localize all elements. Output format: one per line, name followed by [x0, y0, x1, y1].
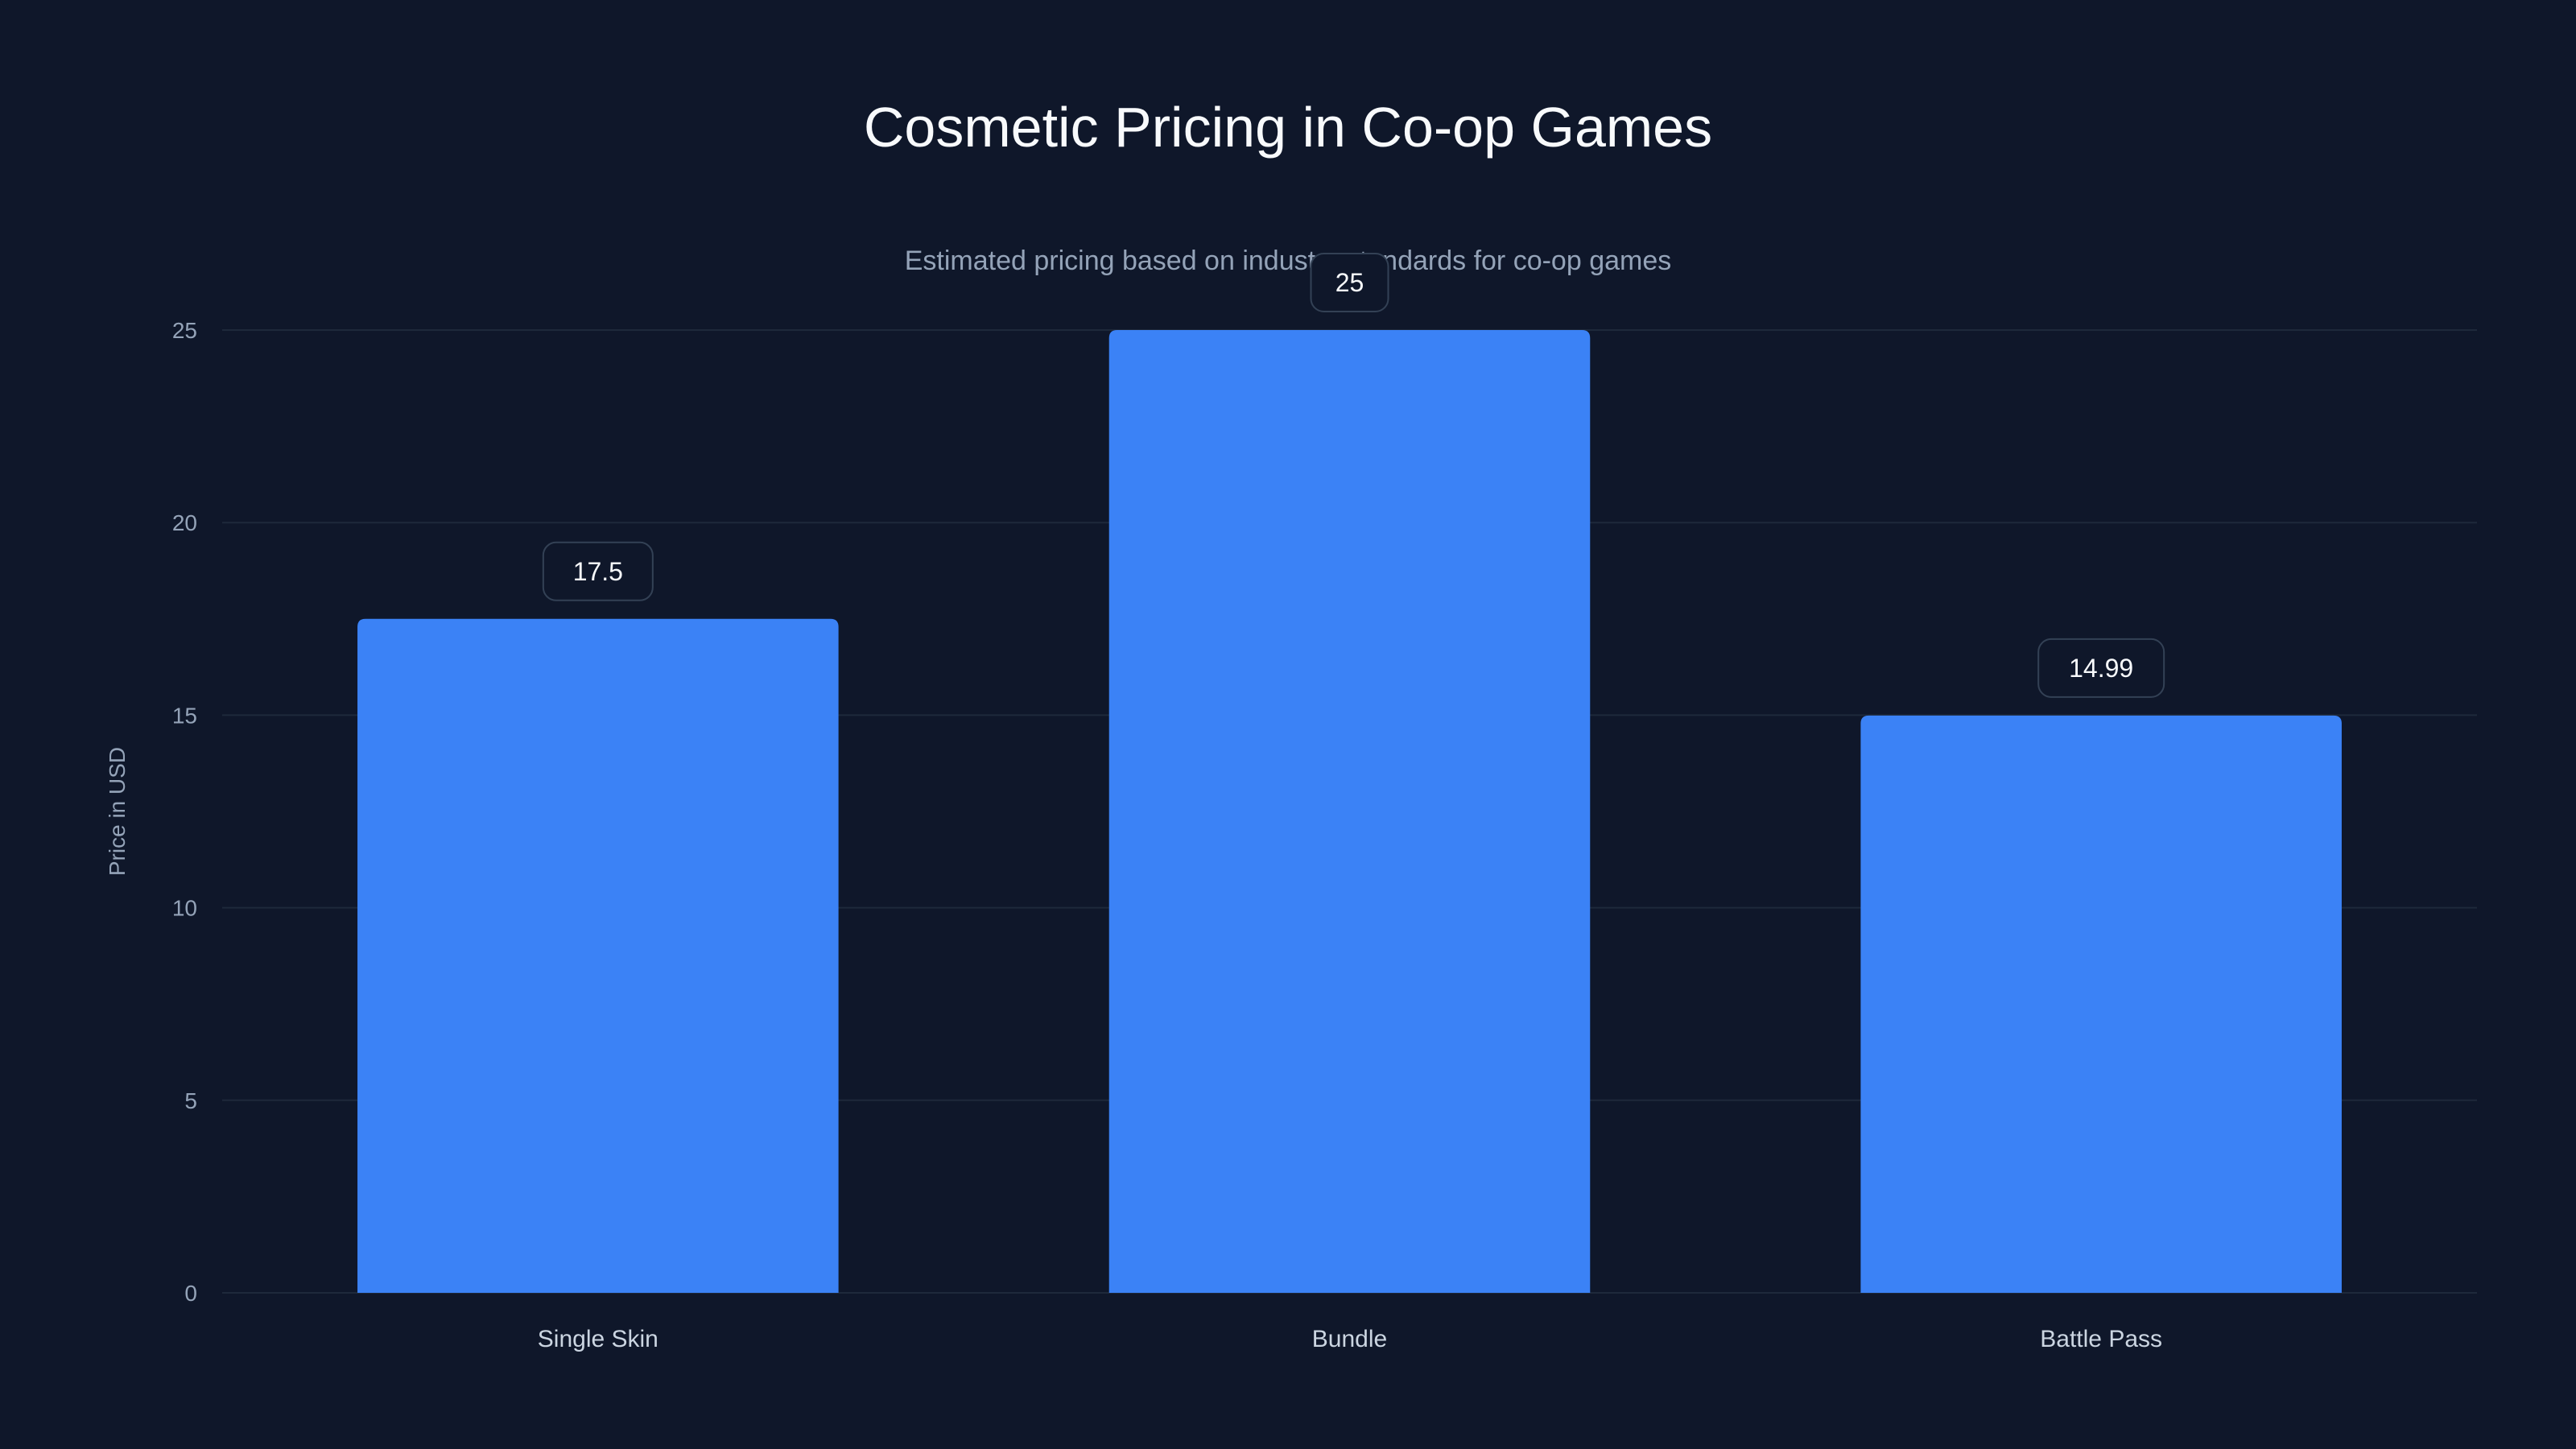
data-label-box [1310, 253, 1389, 312]
data-label: 17.5 [573, 557, 623, 586]
chart-subtitle: Estimated pricing based on industry stan… [904, 246, 1672, 276]
data-label-box [542, 541, 654, 601]
x-tick-label: Single Skin [538, 1326, 658, 1352]
y-tick-label: 10 [172, 896, 197, 921]
data-label: 25 [1335, 268, 1364, 297]
y-tick-label: 20 [172, 510, 197, 535]
bar-battle-pass [1860, 715, 2342, 1293]
y-tick-label: 15 [172, 703, 197, 728]
y-tick-label: 5 [184, 1088, 197, 1113]
x-tick-label: Battle Pass [2040, 1326, 2162, 1352]
y-axis-label: Price in USD [105, 747, 130, 876]
bar-bundle [1108, 330, 1591, 1293]
data-label-box [2037, 638, 2165, 698]
y-tick-label: 0 [184, 1281, 197, 1306]
x-tick-label: Bundle [1312, 1326, 1387, 1352]
bar-single-skin [357, 618, 839, 1293]
chart-title: Cosmetic Pricing in Co-op Games [863, 96, 1713, 159]
y-tick-label: 25 [172, 318, 197, 343]
data-label: 14.99 [2069, 654, 2133, 683]
